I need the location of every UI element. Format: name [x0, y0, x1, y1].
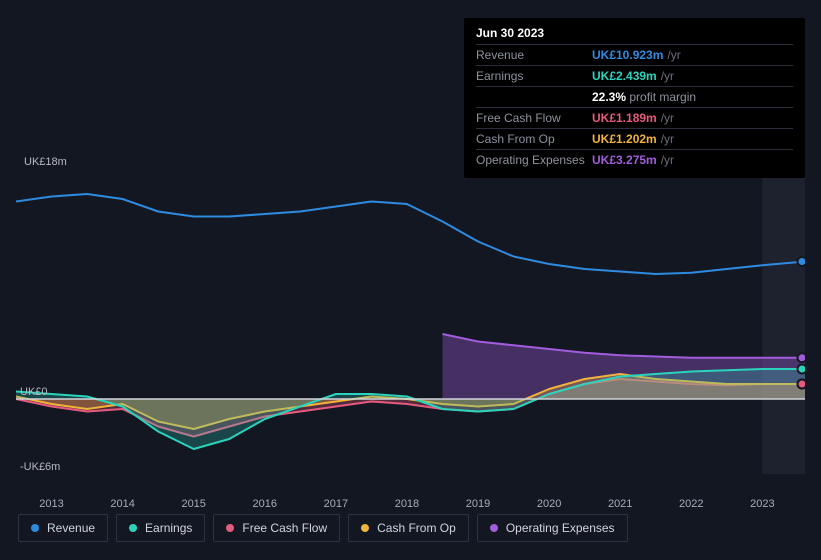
y-axis-label-zero: UK£0	[20, 386, 48, 398]
x-tick: 2018	[395, 498, 419, 510]
tooltip-row: Operating ExpensesUK£3.275m/yr	[476, 150, 793, 170]
x-tick: 2023	[750, 498, 774, 510]
x-tick: 2015	[181, 498, 205, 510]
legend: Revenue Earnings Free Cash Flow Cash From O…	[18, 514, 628, 542]
legend-swatch	[129, 524, 137, 532]
series-line-revenue	[16, 194, 805, 274]
legend-item-revenue[interactable]: Revenue	[18, 514, 108, 542]
x-tick: 2021	[608, 498, 632, 510]
tooltip-row-unit: /yr	[661, 111, 674, 125]
tooltip-row-label: Revenue	[476, 48, 592, 62]
financials-chart: UK£18m UK£0 -UK£6m	[16, 158, 805, 502]
tooltip-row: Cash From OpUK£1.202m/yr	[476, 129, 793, 150]
tooltip-row-sub: 22.3% profit margin	[476, 87, 793, 108]
legend-label: Cash From Op	[377, 521, 456, 535]
legend-label: Operating Expenses	[506, 521, 615, 535]
tooltip-row-value-wrap: UK£1.202m/yr	[592, 132, 674, 146]
x-tick: 2022	[679, 498, 703, 510]
series-marker-opex	[798, 353, 806, 362]
chart-highlight-band	[762, 174, 805, 474]
legend-label: Earnings	[145, 521, 192, 535]
tooltip-row-unit: /yr	[661, 69, 674, 83]
x-tick: 2017	[324, 498, 348, 510]
legend-item-earnings[interactable]: Earnings	[116, 514, 205, 542]
tooltip-row-unit: /yr	[661, 132, 674, 146]
x-tick: 2013	[39, 498, 63, 510]
x-tick: 2019	[466, 498, 490, 510]
tooltip-row-label: Earnings	[476, 69, 592, 83]
tooltip-row-value: UK£1.189m	[592, 111, 657, 125]
tooltip-row-value: UK£10.923m	[592, 48, 663, 62]
tooltip-row-value: UK£2.439m	[592, 69, 657, 83]
tooltip-sub-text: 22.3% profit margin	[592, 90, 696, 104]
tooltip-date: Jun 30 2023	[476, 26, 793, 45]
legend-swatch	[31, 524, 39, 532]
series-marker-fcf	[798, 380, 806, 389]
series-area-earnings	[16, 369, 805, 449]
legend-swatch	[490, 524, 498, 532]
chart-tooltip: Jun 30 2023 RevenueUK£10.923m/yrEarnings…	[464, 18, 805, 178]
tooltip-row-label: Free Cash Flow	[476, 111, 592, 125]
tooltip-row: Free Cash FlowUK£1.189m/yr	[476, 108, 793, 129]
y-axis-label-neg: -UK£6m	[20, 461, 60, 473]
tooltip-row-value-wrap: UK£10.923m/yr	[592, 48, 681, 62]
tooltip-row-value: UK£3.275m	[592, 153, 657, 167]
legend-item-cfo[interactable]: Cash From Op	[348, 514, 469, 542]
tooltip-row: EarningsUK£2.439m/yr	[476, 66, 793, 87]
tooltip-row: RevenueUK£10.923m/yr	[476, 45, 793, 66]
tooltip-row-value-wrap: UK£2.439m/yr	[592, 69, 674, 83]
tooltip-row-label: Operating Expenses	[476, 153, 592, 167]
chart-svg: UK£0 -UK£6m	[16, 174, 805, 474]
series-marker-revenue	[798, 257, 806, 266]
tooltip-row-unit: /yr	[661, 153, 674, 167]
legend-item-opex[interactable]: Operating Expenses	[477, 514, 628, 542]
tooltip-row-label: Cash From Op	[476, 132, 592, 146]
legend-label: Revenue	[47, 521, 95, 535]
tooltip-row-unit: /yr	[667, 48, 680, 62]
legend-swatch	[226, 524, 234, 532]
x-tick: 2020	[537, 498, 561, 510]
x-tick: 2016	[253, 498, 277, 510]
tooltip-row-value-wrap: UK£3.275m/yr	[592, 153, 674, 167]
tooltip-row-value-wrap: UK£1.189m/yr	[592, 111, 674, 125]
legend-label: Free Cash Flow	[242, 521, 327, 535]
tooltip-row-value: UK£1.202m	[592, 132, 657, 146]
y-axis-label-top: UK£18m	[24, 156, 67, 168]
x-tick: 2014	[110, 498, 134, 510]
tooltip-rows: RevenueUK£10.923m/yrEarningsUK£2.439m/yr…	[476, 45, 793, 170]
legend-item-fcf[interactable]: Free Cash Flow	[213, 514, 340, 542]
legend-swatch	[361, 524, 369, 532]
series-marker-earnings	[798, 365, 806, 374]
